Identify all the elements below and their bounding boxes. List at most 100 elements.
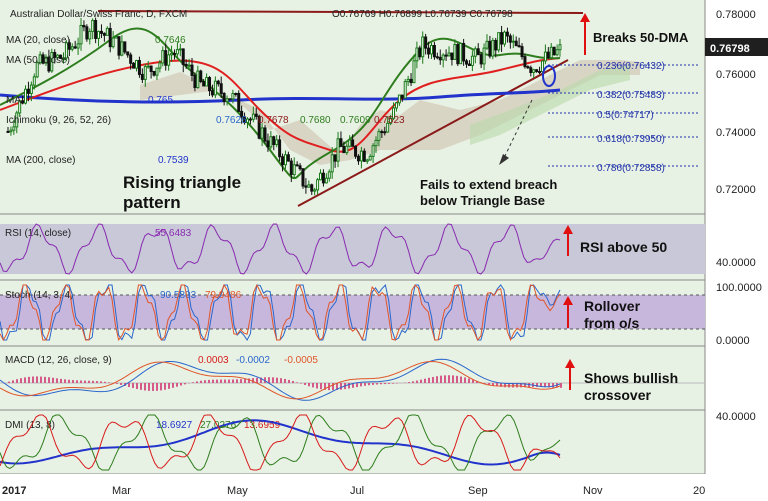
macd-hist-bar: [488, 383, 490, 385]
y-tick: 0.76000: [716, 69, 756, 81]
dmi-tick: 40.0000: [716, 411, 756, 423]
candle-body: [383, 131, 387, 134]
x-tick: Jul: [350, 485, 364, 497]
macd-hist-bar: [224, 379, 226, 383]
candle-body: [508, 35, 512, 43]
candle-body: [132, 62, 136, 69]
candle-body: [456, 44, 460, 65]
candle-body: [266, 140, 270, 148]
macd-hist-bar: [192, 382, 194, 383]
candle-body: [21, 100, 25, 104]
macd-hist-bar: [504, 383, 506, 388]
macd-hist-bar: [436, 376, 438, 383]
macd-hist-bar: [352, 383, 354, 388]
candle-body: [473, 48, 477, 57]
candle-body: [424, 36, 428, 49]
stoch-tick: 100.0000: [716, 282, 762, 294]
macd-hist-bar: [452, 375, 454, 383]
macd-legend: MACD (12, 26, close, 9): [5, 355, 112, 366]
rsi-tick: 40.0000: [716, 257, 756, 269]
ichimoku-val-4: 0.7609: [340, 115, 371, 126]
macd-hist-bar: [428, 377, 430, 383]
candle-body: [488, 40, 492, 57]
x-tick: Nov: [583, 485, 603, 497]
candle-body: [117, 36, 121, 56]
candle-body: [143, 66, 147, 80]
candle-body: [41, 54, 45, 64]
last-price-value: 0.76798: [710, 43, 750, 55]
candle-body: [362, 150, 366, 162]
macd-hist-bar: [48, 377, 50, 383]
candle-body: [199, 70, 203, 82]
macd-hist-bar: [156, 383, 158, 391]
triangle-top-line: [97, 10, 584, 14]
candle-body: [380, 131, 384, 134]
macd-hist-bar: [20, 378, 22, 383]
ichimoku-legend: Ichimoku (9, 26, 52, 26): [6, 115, 111, 126]
candle-body: [251, 113, 255, 120]
macd-hist-bar: [284, 378, 286, 383]
macd-hist-bar: [316, 383, 318, 389]
dmi-adx-line: [0, 419, 561, 466]
candle-body: [263, 127, 267, 142]
candle-body: [476, 48, 480, 56]
macd-hist-bar: [96, 381, 98, 383]
candle-body: [213, 80, 217, 96]
candle-body: [140, 73, 144, 80]
macd-v2: -0.0002: [236, 355, 270, 366]
ichimoku-val-3: 0.7680: [300, 115, 331, 126]
macd-hist-bar: [100, 381, 102, 383]
macd-signal-line: [0, 360, 561, 400]
candle-body: [88, 30, 92, 40]
candle-body: [44, 56, 48, 64]
macd-hist-bar: [92, 380, 94, 383]
macd-hist-bar: [268, 377, 270, 383]
macd-hist-bar: [340, 383, 342, 390]
candle-body: [500, 32, 504, 45]
candle-body: [482, 47, 486, 65]
dmi-minus-line: [0, 414, 561, 471]
candle-body: [324, 177, 328, 184]
candle-body: [243, 116, 247, 123]
fib-label: 0.5(0.74717): [597, 110, 654, 121]
candle-body: [412, 60, 416, 84]
macd-hist-bar: [144, 383, 146, 391]
macd-hist-bar: [348, 383, 350, 389]
x-tick: 20: [693, 485, 705, 497]
candle-body: [152, 70, 156, 76]
ohlc-readout: O0.76769 H0.76899 L0.76739 C0.76798: [332, 9, 513, 20]
macd-hist-bar: [420, 379, 422, 383]
right-axis-bg: [705, 0, 768, 474]
macd-hist-bar: [536, 383, 538, 387]
candle-body: [26, 88, 30, 94]
candle-body: [295, 164, 299, 167]
candle-body: [254, 113, 258, 117]
macd-hist-bar: [228, 379, 230, 383]
candle-body: [316, 179, 320, 191]
macd-hist-bar: [244, 378, 246, 383]
macd-hist-bar: [32, 376, 34, 383]
candle-body: [231, 92, 235, 100]
stoch-d-line: [0, 283, 561, 342]
candle-body: [178, 48, 182, 51]
macd-hist-bar: [44, 376, 46, 383]
candle-body: [59, 54, 63, 59]
macd-note-1: Shows bullish: [584, 370, 678, 386]
candle-body: [73, 46, 77, 49]
macd-hist-bar: [136, 383, 138, 390]
candle-body: [210, 90, 214, 96]
macd-hist-bar: [180, 383, 182, 386]
fib-label: 0.382(0.75483): [597, 90, 665, 101]
candle-body: [538, 71, 542, 74]
candle-body: [546, 51, 550, 59]
annotation-fails-2: below Triangle Base: [420, 193, 545, 208]
macd-hist-bar: [320, 383, 322, 390]
macd-hist-bar: [440, 375, 442, 383]
macd-hist-bar: [292, 381, 294, 383]
macd-hist-bar: [520, 383, 522, 388]
macd-hist-bar: [56, 378, 58, 383]
candle-body: [50, 51, 54, 72]
ichimoku-val-5: 0.7523: [374, 115, 405, 126]
candle-body: [356, 155, 360, 162]
